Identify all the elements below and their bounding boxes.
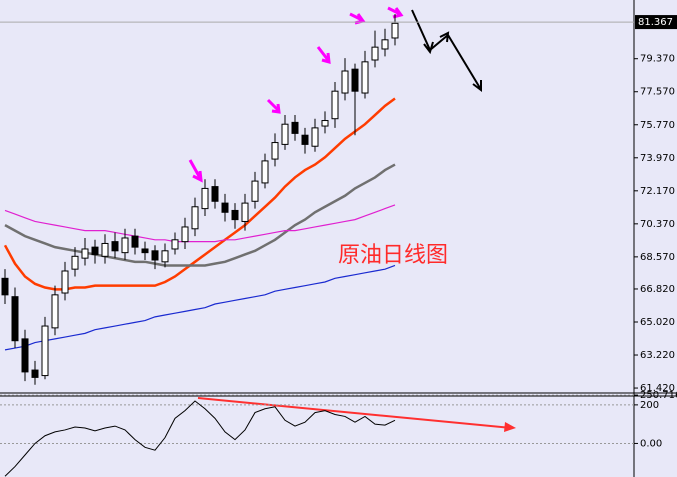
y-tick-label: 250.7166 xyxy=(640,390,677,401)
y-tick-label: 65.020 xyxy=(640,317,675,328)
y-tick-label: 70.370 xyxy=(640,219,675,230)
candle-body xyxy=(71,255,79,270)
candle-body xyxy=(161,250,169,263)
candle-body xyxy=(291,121,299,134)
candle-body xyxy=(101,242,109,257)
candle-body xyxy=(11,296,19,342)
candle-body xyxy=(251,180,259,202)
y-tick-label: 0.00 xyxy=(640,438,662,449)
y-tick-label: 73.970 xyxy=(640,153,675,164)
candle-body xyxy=(141,248,149,254)
candle-body xyxy=(171,239,179,250)
candle-body xyxy=(241,202,249,222)
candle-body xyxy=(351,68,359,92)
candle-body xyxy=(271,142,279,160)
y-tick-label: 63.220 xyxy=(640,350,675,361)
candle-body xyxy=(211,186,219,202)
candle-body xyxy=(121,237,129,254)
candle-body xyxy=(191,206,199,230)
candle-body xyxy=(281,123,289,145)
line xyxy=(3,97,396,291)
line xyxy=(4,204,396,243)
candle-body xyxy=(31,369,39,378)
candle-body xyxy=(181,226,189,243)
candle-body xyxy=(91,246,99,255)
candle-body xyxy=(261,160,269,184)
candle-body xyxy=(131,235,139,248)
y-tick-label: 72.170 xyxy=(640,186,675,197)
y-tick-label: 68.570 xyxy=(640,252,675,263)
y-tick-label: 79.370 xyxy=(640,54,675,65)
y-tick-label: 75.770 xyxy=(640,120,675,131)
candle-body xyxy=(381,39,389,50)
candle-body xyxy=(201,187,209,210)
arrow xyxy=(411,9,482,92)
candle-body xyxy=(221,202,229,213)
y-tick-label: 61.420 xyxy=(640,383,675,394)
candle-body xyxy=(61,270,69,294)
candle-body xyxy=(311,127,319,147)
y-tick-label: 77.570 xyxy=(640,87,675,98)
candle-body xyxy=(331,90,339,120)
line xyxy=(4,400,396,477)
candle-body xyxy=(1,277,9,296)
line xyxy=(4,163,396,267)
candle-body xyxy=(371,46,379,61)
arrow xyxy=(316,46,331,65)
annotation: 原油日线图 xyxy=(338,243,448,268)
candle-body xyxy=(391,22,399,39)
candle-body xyxy=(341,70,349,94)
candle-body xyxy=(41,325,49,377)
y-tick-label: 200 xyxy=(640,400,659,411)
arrow xyxy=(188,159,203,183)
trend-line xyxy=(197,397,513,429)
candle-body xyxy=(231,209,239,221)
candle-body xyxy=(81,248,89,259)
candle-body xyxy=(111,241,119,252)
price-label: 81.367 xyxy=(638,17,673,28)
candle-body xyxy=(51,294,59,329)
candle-body xyxy=(151,250,159,261)
y-tick-label: 66.820 xyxy=(640,284,675,295)
line xyxy=(4,264,396,351)
arrow xyxy=(387,6,404,19)
candle-body xyxy=(321,120,329,127)
candle-body xyxy=(361,61,369,94)
arrow xyxy=(266,98,281,114)
arrow-head xyxy=(504,422,516,432)
candle-body xyxy=(301,134,309,145)
price-label-box xyxy=(635,15,677,30)
candle-body xyxy=(21,338,29,373)
